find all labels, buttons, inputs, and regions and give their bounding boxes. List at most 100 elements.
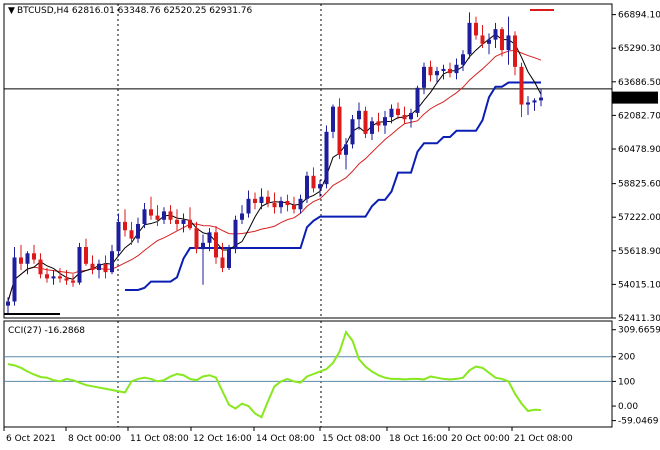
- candle-body: [155, 215, 160, 220]
- time-axis: 6 Oct 2021 8 Oct 00:00 11 Oct 08:00 12 Oct …: [3, 427, 573, 444]
- candle-body: [97, 263, 101, 271]
- candle-body: [168, 211, 173, 220]
- candle-body: [318, 184, 322, 189]
- cci-tick-label: -59.0469: [618, 417, 659, 427]
- indicator-panel: 309.6659 200 100 0.00 -59.0469 CCI(27) -16.2…: [3, 320, 660, 428]
- candle-body: [45, 274, 49, 279]
- candle-body: [383, 117, 387, 126]
- candle-body: [201, 242, 205, 250]
- candle-body: [162, 211, 166, 220]
- candle-body: [84, 247, 88, 264]
- candle-body: [279, 200, 283, 208]
- candle-body: [448, 68, 452, 74]
- candle-body: [194, 228, 199, 250]
- candle-body: [188, 219, 192, 229]
- candle-body: [25, 253, 30, 264]
- candle-body: [227, 249, 231, 268]
- candle-body: [233, 219, 238, 250]
- candle-body: [532, 100, 537, 103]
- candle-body: [90, 263, 95, 271]
- time-tick-label: 20 Oct 00:00: [451, 434, 510, 444]
- candle-body: [207, 232, 212, 243]
- price-tick-label: 58825.60: [618, 180, 660, 190]
- candle-body: [513, 35, 517, 67]
- time-tick-label: 15 Oct 08:00: [322, 434, 381, 444]
- candle-body: [116, 221, 121, 252]
- candle-body: [175, 219, 179, 224]
- candle-body: [539, 97, 543, 101]
- collapse-marker-icon[interactable]: ▼: [8, 6, 15, 16]
- price-tick-label: 60478.90: [618, 145, 660, 155]
- candle-body: [487, 39, 491, 44]
- candle-body: [396, 108, 400, 116]
- candle-body: [389, 108, 394, 118]
- candle-body: [441, 68, 446, 72]
- candlesticks: [6, 12, 543, 315]
- candle-body: [71, 280, 75, 283]
- candle-body: [409, 112, 413, 120]
- price-tick-label: 54015.10: [618, 280, 660, 290]
- price-tick-label: 62082.70: [618, 111, 660, 121]
- candle-body: [246, 198, 251, 214]
- candle-body: [454, 64, 459, 74]
- candle-body: [305, 175, 309, 199]
- time-tick-label: 21 Oct 08:00: [514, 434, 573, 444]
- candle-body: [266, 196, 270, 204]
- candle-body: [467, 22, 472, 55]
- candle-body: [324, 131, 329, 185]
- candle-body: [64, 278, 69, 281]
- candle-body: [311, 175, 316, 189]
- candle-body: [526, 102, 530, 105]
- cci-axis: 309.6659 200 100 0.00 -59.0469: [612, 326, 660, 427]
- time-tick-label: 12 Oct 16:00: [193, 434, 252, 444]
- indicator-panel-frame: [3, 320, 613, 428]
- candle-body: [220, 257, 225, 268]
- candle-body: [500, 29, 504, 51]
- price-tick-label: 57222.00: [618, 213, 660, 223]
- candle-body: [292, 205, 296, 210]
- candle-body: [181, 219, 186, 224]
- candle-body: [363, 110, 368, 134]
- time-tick-label: 14 Oct 08:00: [256, 434, 315, 444]
- price-axis: 66894.10 65290.30 63686.50 62082.70 60478.90…: [612, 11, 660, 324]
- candle-body: [422, 66, 426, 88]
- price-tick-label: 65290.30: [618, 44, 660, 54]
- candle-body: [357, 110, 361, 120]
- current-price-box: [612, 91, 658, 104]
- price-tick-label: 63686.50: [618, 78, 660, 88]
- candle-body: [253, 198, 257, 204]
- candle-body: [103, 263, 108, 273]
- candle-body: [370, 121, 374, 134]
- candle-body: [350, 119, 355, 145]
- candle-body: [110, 251, 114, 273]
- main-panel-frame: [3, 3, 613, 319]
- period-separators: [117, 4, 322, 318]
- time-tick-label: 11 Oct 08:00: [130, 434, 189, 444]
- moving-average-slow: [7, 49, 542, 302]
- candle-body: [519, 66, 524, 105]
- candle-body: [428, 66, 433, 76]
- candle-body: [58, 276, 62, 279]
- main-panel: 66894.10 65290.30 63686.50 62082.70 60478.90…: [3, 3, 660, 324]
- candle-body: [435, 71, 439, 76]
- candle-body: [272, 203, 277, 208]
- candle-body: [214, 232, 218, 258]
- time-tick-label: 8 Oct 00:00: [68, 434, 121, 444]
- candle-body: [285, 200, 290, 206]
- candle-body: [129, 230, 134, 239]
- candle-body: [240, 213, 244, 220]
- time-tick-label: 18 Oct 16:00: [389, 434, 448, 444]
- cci-tick-label: 200: [618, 353, 635, 363]
- candle-body: [12, 257, 17, 302]
- candle-body: [51, 276, 56, 279]
- candle-body: [493, 29, 498, 40]
- price-tick-label: 55618.90: [618, 247, 660, 257]
- symbol-info: BTCUSD,H4 62816.01 63348.76 62520.25 629…: [17, 6, 253, 16]
- candle-body: [19, 257, 23, 264]
- candle-body: [32, 253, 36, 260]
- candle-body: [142, 209, 147, 224]
- trailing-stop-line: [125, 81, 541, 291]
- candle-body: [6, 301, 10, 306]
